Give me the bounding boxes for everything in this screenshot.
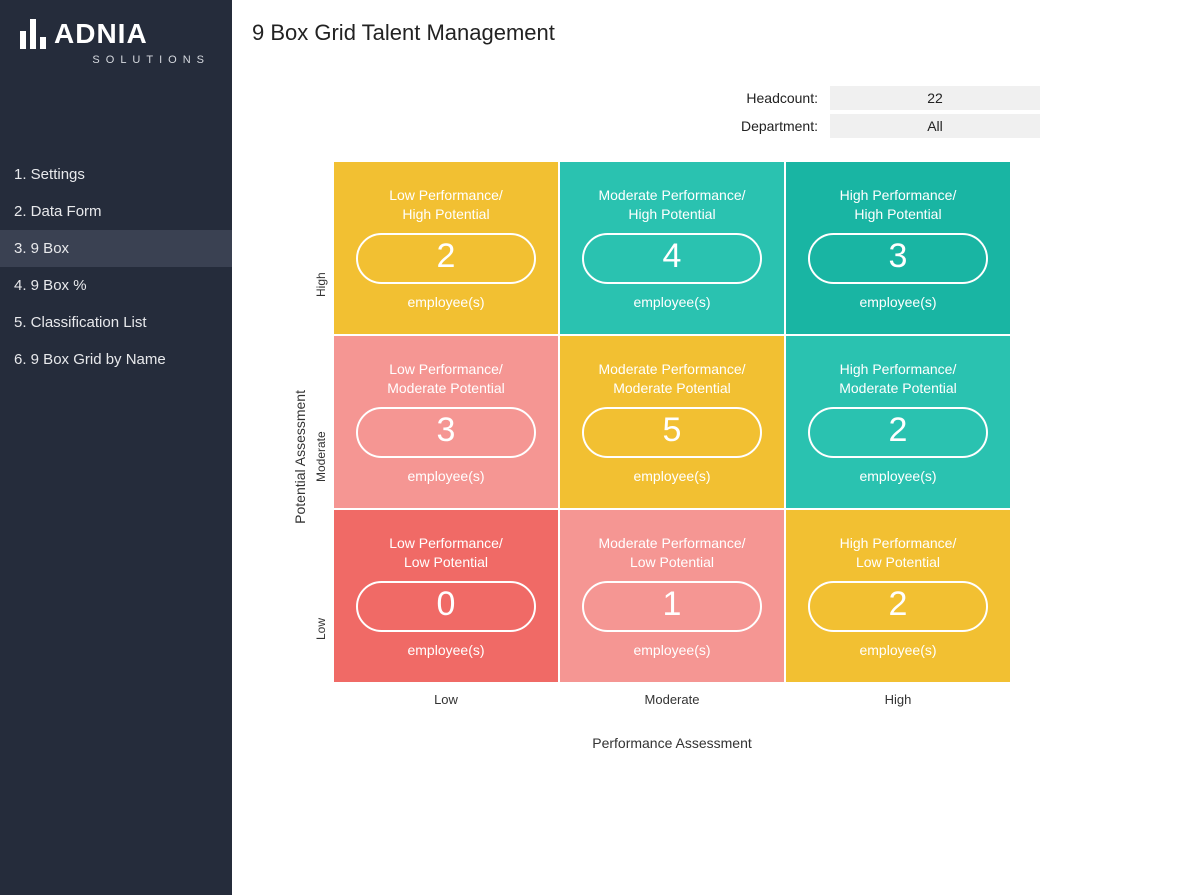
sidebar-item-4[interactable]: 5. Classification List [0, 304, 232, 341]
sidebar-item-3[interactable]: 4. 9 Box % [0, 267, 232, 304]
grid-cell-r2-c0[interactable]: Low Performance/Low Potential 0 employee(s… [334, 510, 558, 682]
cell-value: 3 [808, 233, 988, 284]
cell-unit: employee(s) [407, 642, 484, 658]
logo-bars-icon [20, 19, 46, 49]
x-axis-ticks: LowModerateHigh [334, 692, 1010, 707]
grid-cell-r2-c2[interactable]: High Performance/Low Potential 2 employee(… [786, 510, 1010, 682]
cell-unit: employee(s) [633, 294, 710, 310]
y-tick-2: Low [314, 543, 328, 715]
brand-logo: ADNIA SOLUTIONS [0, 0, 232, 96]
department-value[interactable]: All [830, 114, 1040, 138]
cell-unit: employee(s) [633, 468, 710, 484]
cell-title: Moderate Performance/Low Potential [598, 534, 745, 572]
sidebar-item-1[interactable]: 2. Data Form [0, 193, 232, 230]
cell-title: Moderate Performance/Moderate Potential [598, 360, 745, 398]
y-axis-ticks: HighModerateLow [314, 199, 328, 715]
grid-cell-r2-c1[interactable]: Moderate Performance/Low Potential 1 emplo… [560, 510, 784, 682]
grid-cell-r0-c1[interactable]: Moderate Performance/High Potential 4 empl… [560, 162, 784, 334]
x-axis-title: Performance Assessment [334, 735, 1010, 751]
x-tick-1: Moderate [560, 692, 784, 707]
cell-value: 2 [808, 581, 988, 632]
cell-value: 1 [582, 581, 762, 632]
grid-cell-r1-c0[interactable]: Low Performance/Moderate Potential 3 emplo… [334, 336, 558, 508]
sidebar-item-2[interactable]: 3. 9 Box [0, 230, 232, 267]
cell-title: High Performance/Low Potential [840, 534, 957, 572]
grid-cell-r1-c2[interactable]: High Performance/Moderate Potential 2 empl… [786, 336, 1010, 508]
cell-value: 3 [356, 407, 536, 458]
headcount-label: Headcount: [746, 90, 818, 106]
main-content: 9 Box Grid Talent Management Headcount: … [232, 0, 1188, 895]
sidebar-nav: 1. Settings2. Data Form3. 9 Box4. 9 Box … [0, 156, 232, 378]
nine-box-grid: Potential Assessment HighModerateLow Low… [292, 162, 1160, 751]
cell-title: Moderate Performance/High Potential [598, 186, 745, 224]
x-tick-2: High [786, 692, 1010, 707]
meta-panel: Headcount: 22 Department: All [252, 86, 1160, 138]
cell-title: Low Performance/High Potential [389, 186, 503, 224]
cell-unit: employee(s) [859, 468, 936, 484]
cell-unit: employee(s) [859, 294, 936, 310]
y-axis-title: Potential Assessment [292, 390, 308, 524]
grid-cells: Low Performance/High Potential 2 employee(… [334, 162, 1010, 682]
cell-value: 5 [582, 407, 762, 458]
cell-value: 0 [356, 581, 536, 632]
meta-department: Department: All [741, 114, 1040, 138]
grid-cell-r1-c1[interactable]: Moderate Performance/Moderate Potential 5… [560, 336, 784, 508]
cell-unit: employee(s) [859, 642, 936, 658]
cell-title: High Performance/High Potential [840, 186, 957, 224]
y-tick-1: Moderate [314, 371, 328, 543]
page-title: 9 Box Grid Talent Management [252, 20, 1160, 46]
headcount-value: 22 [830, 86, 1040, 110]
sidebar-item-5[interactable]: 6. 9 Box Grid by Name [0, 341, 232, 378]
department-label: Department: [741, 118, 818, 134]
brand-name: ADNIA [54, 18, 148, 50]
sidebar: ADNIA SOLUTIONS 1. Settings2. Data Form3… [0, 0, 232, 895]
grid-cell-r0-c2[interactable]: High Performance/High Potential 3 employee… [786, 162, 1010, 334]
meta-headcount: Headcount: 22 [746, 86, 1040, 110]
cell-value: 2 [356, 233, 536, 284]
cell-unit: employee(s) [407, 294, 484, 310]
cell-title: Low Performance/Low Potential [389, 534, 503, 572]
x-tick-0: Low [334, 692, 558, 707]
sidebar-item-0[interactable]: 1. Settings [0, 156, 232, 193]
y-tick-0: High [314, 199, 328, 371]
cell-unit: employee(s) [407, 468, 484, 484]
grid-cell-r0-c0[interactable]: Low Performance/High Potential 2 employee(… [334, 162, 558, 334]
brand-tagline: SOLUTIONS [20, 54, 212, 66]
cell-value: 2 [808, 407, 988, 458]
cell-title: Low Performance/Moderate Potential [387, 360, 505, 398]
cell-value: 4 [582, 233, 762, 284]
cell-title: High Performance/Moderate Potential [839, 360, 957, 398]
cell-unit: employee(s) [633, 642, 710, 658]
